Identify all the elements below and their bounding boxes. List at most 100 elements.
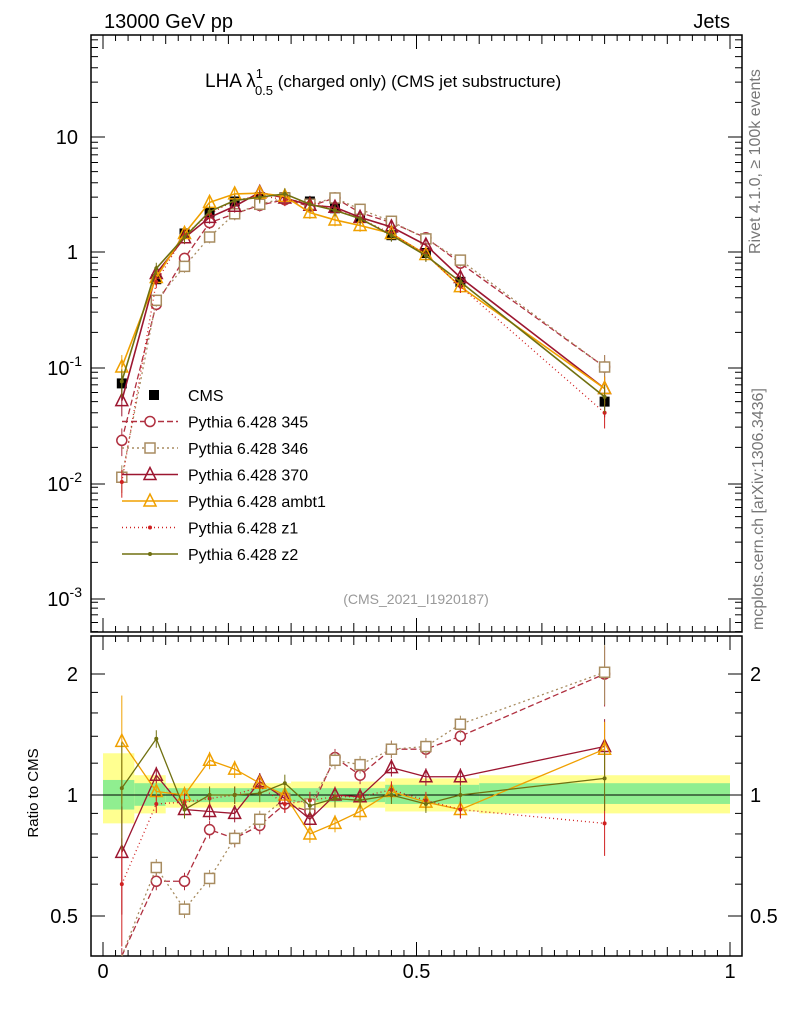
main-series: [114, 183, 612, 498]
ratio-point: [282, 781, 287, 786]
legend-label: Pythia 6.428 345: [188, 415, 308, 432]
legend-label: Pythia 6.428 ambt1: [188, 494, 326, 511]
data-point: [302, 203, 318, 219]
ratio-point: [182, 807, 187, 812]
legend-item-p370: Pythia 6.428 370: [122, 465, 308, 485]
axes: 10-3 10-2 10-1 1 10 0 0.5 1 0.5 0.5 1 1 2 2: [47, 34, 778, 983]
ratio-point: [384, 758, 399, 774]
ratio-ytick-label-right: 0.5: [750, 906, 778, 928]
data-point: [332, 208, 337, 213]
ratio-line: [121, 740, 605, 835]
data-point: [150, 294, 163, 307]
series-line: [121, 193, 606, 398]
data-point: [307, 202, 312, 207]
ratio-ytick-label: 0.5: [50, 906, 78, 928]
ratio-bands: [103, 753, 730, 824]
ratio-point: [203, 823, 216, 836]
data-point: [232, 198, 237, 203]
ratio-point: [119, 882, 124, 887]
data-point: [327, 211, 343, 226]
data-point: [154, 266, 159, 271]
ratio-series-z2: [119, 730, 607, 851]
ratio-ylabel: Ratio to CMS: [25, 748, 42, 837]
ratio-point: [149, 766, 164, 781]
ratio-point: [154, 801, 159, 806]
ratio-point: [354, 758, 366, 771]
data-point: [203, 231, 216, 243]
ratio-point: [423, 801, 428, 806]
ratio-point: [178, 875, 191, 888]
ratio-point: [154, 736, 159, 741]
ratio-point: [454, 718, 467, 730]
ratio-point: [227, 760, 242, 775]
ratio-point: [254, 813, 266, 826]
ratio-point: [202, 802, 217, 818]
series-line: [121, 194, 606, 483]
legend-label: Pythia 6.428 346: [188, 441, 308, 458]
legend-marker: [144, 442, 156, 454]
ratio-point: [227, 804, 242, 820]
ratio-point: [228, 832, 241, 845]
data-point: [454, 254, 467, 266]
ratio-point: [207, 793, 212, 797]
legend-item-p345: Pythia 6.428 345: [122, 415, 308, 432]
ratio-point: [203, 872, 216, 885]
data-point: [154, 279, 159, 284]
main-ytick-label: 1: [67, 242, 78, 264]
data-point: [227, 197, 242, 212]
xtick-label: 0.5: [403, 961, 431, 983]
ratio-point: [307, 803, 312, 808]
plot-title-prefix: LHA λ: [205, 71, 256, 92]
header-left: 13000 GeV pp: [104, 11, 233, 33]
xtick-label: 1: [724, 961, 735, 983]
ratio-point: [418, 768, 434, 783]
ratio-point: [327, 814, 343, 830]
legend: CMS Pythia 6.428 345 Pythia 6.428 346 Pythi…: [122, 388, 326, 564]
data-point: [207, 209, 212, 214]
plot-title-sup: 1: [256, 66, 263, 81]
legend-label: CMS: [188, 388, 224, 405]
data-point: [114, 391, 130, 407]
main-ytick-label: 10-2: [47, 469, 82, 496]
legend-marker: [142, 465, 158, 481]
main-frame: [90, 34, 743, 633]
ratio-point: [257, 791, 262, 796]
legend-marker: [144, 415, 156, 428]
ratio-point: [602, 776, 607, 781]
ratio-point: [119, 786, 124, 791]
ratio-point: [332, 796, 337, 801]
ratio-line: [121, 737, 605, 811]
ratio-point: [352, 802, 368, 818]
rivet-label: Rivet 4.1.0, ≥ 100k events: [747, 69, 764, 254]
data-point: [202, 208, 217, 224]
ratio-ytick-label-right: 2: [750, 664, 761, 686]
ratio-point: [178, 903, 191, 915]
ratio-point: [302, 825, 318, 840]
data-point: [602, 394, 607, 399]
ratio-point: [453, 768, 468, 783]
data-point: [257, 195, 262, 200]
legend-item-z2: Pythia 6.428 z2: [122, 547, 298, 564]
data-point: [423, 253, 428, 258]
ratio-point: [329, 754, 341, 767]
main-ytick-label: 10-1: [47, 353, 82, 380]
data-point: [119, 379, 124, 384]
ratio-point: [389, 793, 394, 797]
legend-marker: [148, 552, 152, 556]
ratio-point: [232, 793, 237, 797]
legend-item-p346: Pythia 6.428 346: [122, 441, 308, 458]
ratio-point: [458, 807, 463, 812]
ratio-point: [598, 666, 611, 679]
ratio-point: [150, 861, 163, 874]
data-point: [119, 480, 124, 484]
legend-label: Pythia 6.428 370: [188, 468, 308, 485]
data-point: [116, 434, 128, 447]
plot-title-suffix: (charged only) (CMS jet substructure): [273, 72, 561, 91]
legend-marker: [149, 390, 159, 400]
data-point: [358, 216, 363, 221]
legend-item-ambt1: Pythia 6.428 ambt1: [122, 492, 326, 511]
ratio-point: [202, 751, 217, 767]
ratio-point: [458, 793, 463, 797]
series-z2: [119, 188, 607, 413]
